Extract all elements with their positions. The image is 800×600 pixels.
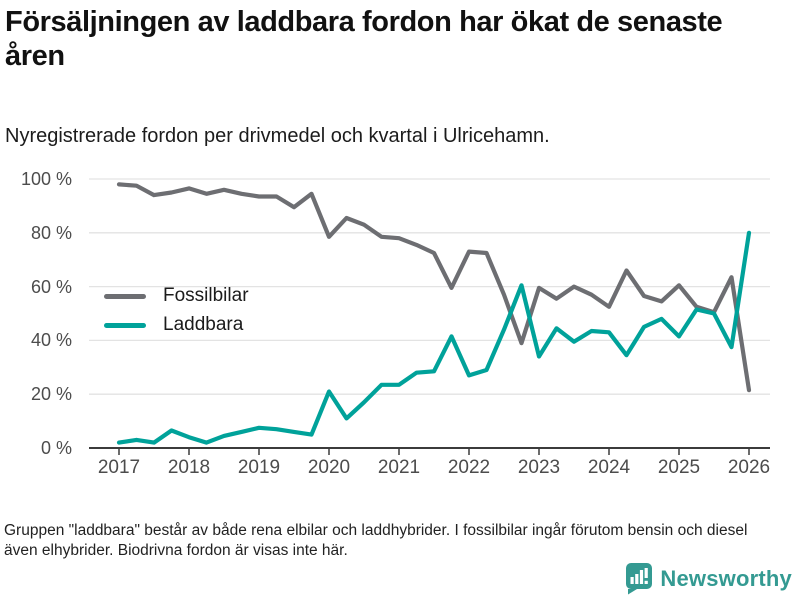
legend-label-fossilbilar: Fossilbilar [163,285,249,306]
legend-item-laddbara: Laddbara [104,314,249,336]
page-title: Försäljningen av laddbara fordon har öka… [5,6,723,72]
laddbara-line-swatch [104,322,146,328]
y-axis-label-60: 60 % [30,277,72,297]
x-axis-label-2022: 2022 [447,457,491,478]
chart-subtitle: Nyregistrerade fordon per drivmedel och … [5,125,550,147]
speech-bubble-shape [626,563,653,595]
x-axis-label-2017: 2017 [97,457,141,478]
fossilbilar-line-swatch [104,293,146,299]
y-axis-label-20: 20 % [30,384,72,404]
newsworthy-logo: Newsworthy [623,562,792,595]
x-axis-label-2024: 2024 [587,457,631,478]
y-axis-label-40: 40 % [30,330,72,350]
legend-item-fossilbilar: Fossilbilar [104,285,249,307]
legend-label-laddbara: Laddbara [163,314,244,335]
y-axis-label-80: 80 % [30,223,72,243]
x-axis-label-2019: 2019 [237,457,281,478]
x-axis-label-2018: 2018 [167,457,211,478]
footnote: Gruppen "laddbara" består av både rena e… [4,522,748,560]
x-axis-label-2020: 2020 [307,457,351,478]
y-axis-label-100: 100 % [20,169,72,189]
y-axis-label-0: 0 % [40,438,72,458]
bar-chart-bubble-icon [626,563,653,595]
line-laddbara [116,230,752,445]
x-axis-label-2023: 2023 [517,457,561,478]
x-axis-label-2021: 2021 [377,457,421,478]
legend: Fossilbilar Laddbara [104,285,249,336]
x-axis-label-2026: 2026 [727,457,771,478]
newsworthy-wordmark: Newsworthy [660,565,792,591]
x-axis-label-2025: 2025 [657,457,701,478]
